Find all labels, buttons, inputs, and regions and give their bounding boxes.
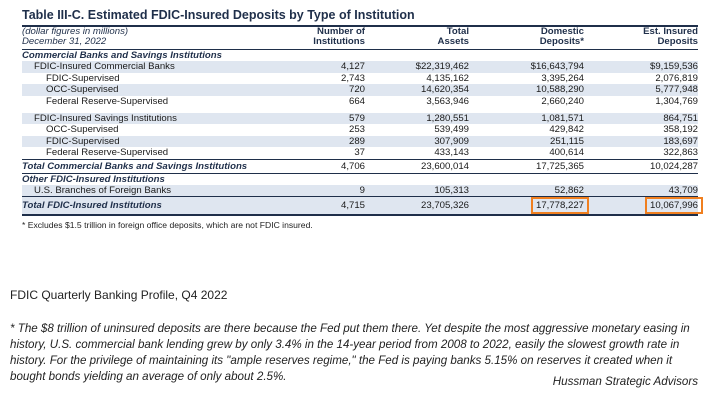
row-label: Federal Reserve-Supervised — [46, 147, 169, 159]
cell-insured: 10,067,996 — [584, 196, 703, 217]
cell-domestic: 400,614 — [549, 147, 584, 159]
col-insured-header: Est. Insured — [643, 26, 698, 37]
cell-assets: $22,319,462 — [365, 61, 469, 73]
cell-insured: 43,709 — [584, 185, 698, 197]
col-institutions-header: Number of — [317, 26, 365, 37]
cell-institutions: 289 — [279, 135, 365, 148]
table-row: OCC-Supervised 253 539,499 429,842 358,1… — [22, 124, 698, 135]
table-grid: (dollar figures in millions) Number of T… — [22, 27, 703, 217]
col-domestic-header-2: Deposits* — [469, 37, 584, 50]
cell-insured: 358,192 — [663, 124, 698, 136]
cell-assets: 105,313 — [365, 185, 469, 197]
table-row: Federal Reserve-Supervised 37 433,143 40… — [22, 147, 698, 159]
cell-domestic: 429,842 — [549, 124, 584, 136]
section-title: Commercial Banks and Savings Institution… — [22, 50, 222, 61]
table-row: FDIC-Supervised 289 307,909 251,115 183,… — [22, 135, 698, 148]
col-assets-header-2: Assets — [365, 37, 469, 50]
cell-insured: 1,304,769 — [655, 95, 698, 107]
row-label: Total FDIC-Insured Institutions — [22, 196, 279, 217]
highlighted-insured-total: 10,067,996 — [644, 197, 703, 215]
cell-institutions: 253 — [348, 124, 365, 136]
cell-institutions: 720 — [279, 84, 365, 96]
row-label: OCC-Supervised — [46, 124, 119, 136]
cell-institutions: 4,127 — [279, 61, 365, 73]
table-footnote: * Excludes $1.5 trillion in foreign offi… — [22, 220, 313, 231]
source-caption: FDIC Quarterly Banking Profile, Q4 2022 — [10, 288, 228, 302]
col-assets-header: Total — [446, 26, 469, 37]
cell-assets: 23,705,326 — [365, 196, 469, 217]
cell-institutions: 664 — [348, 95, 365, 107]
commentary-text: * The $8 trillion of uninsured deposits … — [10, 322, 690, 383]
cell-insured: 5,777,948 — [584, 84, 698, 96]
grand-total-row: Total FDIC-Insured Institutions 4,715 23… — [22, 196, 703, 217]
cell-assets: 1,280,551 — [365, 113, 469, 125]
table-row: FDIC-Supervised 2,743 4,135,162 3,395,26… — [22, 73, 698, 84]
cell-insured: 322,863 — [663, 147, 698, 159]
total-commercial-row: Total Commercial Banks and Savings Insti… — [22, 158, 698, 174]
cell-institutions: 579 — [279, 113, 365, 125]
cell-institutions: 2,743 — [340, 72, 365, 84]
section-title: Other FDIC-Insured Institutions — [22, 173, 165, 185]
cell-insured: 10,024,287 — [584, 158, 698, 174]
header-units: (dollar figures in millions) — [22, 26, 129, 37]
cell-insured: 864,751 — [584, 113, 698, 125]
col-domestic-header: Domestic — [540, 26, 584, 37]
deposits-table: Table III-C. Estimated FDIC-Insured Depo… — [22, 8, 703, 231]
cell-assets: 3,563,946 — [426, 95, 469, 107]
cell-assets: 14,620,354 — [365, 84, 469, 96]
section-heading: Other FDIC-Insured Institutions — [22, 173, 698, 185]
cell-domestic: 3,395,264 — [541, 72, 584, 84]
cell-insured: $9,159,536 — [584, 61, 698, 73]
row-label: FDIC-Supervised — [46, 72, 120, 84]
row-label: U.S. Branches of Foreign Banks — [22, 185, 279, 197]
col-institutions-header-2: Institutions — [279, 37, 365, 50]
cell-domestic: 2,660,240 — [541, 95, 584, 107]
table-row: OCC-Supervised 720 14,620,354 10,588,290… — [22, 84, 698, 96]
cell-assets: 539,499 — [434, 124, 469, 136]
table-row: FDIC-Insured Savings Institutions 579 1,… — [22, 113, 698, 125]
cell-assets: 433,143 — [434, 147, 469, 159]
row-label: OCC-Supervised — [22, 84, 279, 96]
highlighted-domestic-total: 17,778,227 — [530, 197, 589, 215]
cell-institutions: 4,706 — [279, 158, 365, 174]
header-date: December 31, 2022 — [22, 37, 279, 50]
table-row: FDIC-Insured Commercial Banks 4,127 $22,… — [22, 61, 698, 73]
cell-domestic: 17,725,365 — [469, 158, 584, 174]
cell-domestic: 17,778,227 — [469, 196, 589, 217]
cell-assets: 307,909 — [365, 135, 469, 148]
header-row-2: December 31, 2022 Institutions Assets De… — [22, 37, 698, 50]
cell-domestic: 251,115 — [469, 135, 584, 148]
cell-insured: 183,697 — [584, 135, 698, 148]
row-label: FDIC-Insured Commercial Banks — [22, 61, 279, 73]
cell-assets: 4,135,162 — [426, 72, 469, 84]
cell-institutions: 4,715 — [279, 196, 365, 217]
cell-domestic: 52,862 — [469, 185, 584, 197]
cell-domestic: 10,588,290 — [469, 84, 584, 96]
attribution: Hussman Strategic Advisors — [552, 375, 698, 388]
cell-institutions: 37 — [354, 147, 365, 159]
table-title: Table III-C. Estimated FDIC-Insured Depo… — [22, 8, 698, 27]
col-insured-header-2: Deposits — [584, 37, 698, 50]
cell-assets: 23,600,014 — [365, 158, 469, 174]
cell-domestic: 1,081,571 — [469, 113, 584, 125]
cell-institutions: 9 — [279, 185, 365, 197]
cell-insured: 2,076,819 — [655, 72, 698, 84]
row-label: FDIC-Insured Savings Institutions — [22, 113, 279, 125]
cell-domestic: $16,643,794 — [469, 61, 584, 73]
header-row-1: (dollar figures in millions) Number of T… — [22, 27, 698, 37]
table-row: U.S. Branches of Foreign Banks 9 105,313… — [22, 185, 698, 197]
row-label: FDIC-Supervised — [22, 135, 279, 148]
row-label: Federal Reserve-Supervised — [46, 95, 169, 107]
section-heading: Commercial Banks and Savings Institution… — [22, 50, 698, 62]
row-label: Total Commercial Banks and Savings Insti… — [22, 158, 279, 174]
table-row: Federal Reserve-Supervised 664 3,563,946… — [22, 96, 698, 107]
